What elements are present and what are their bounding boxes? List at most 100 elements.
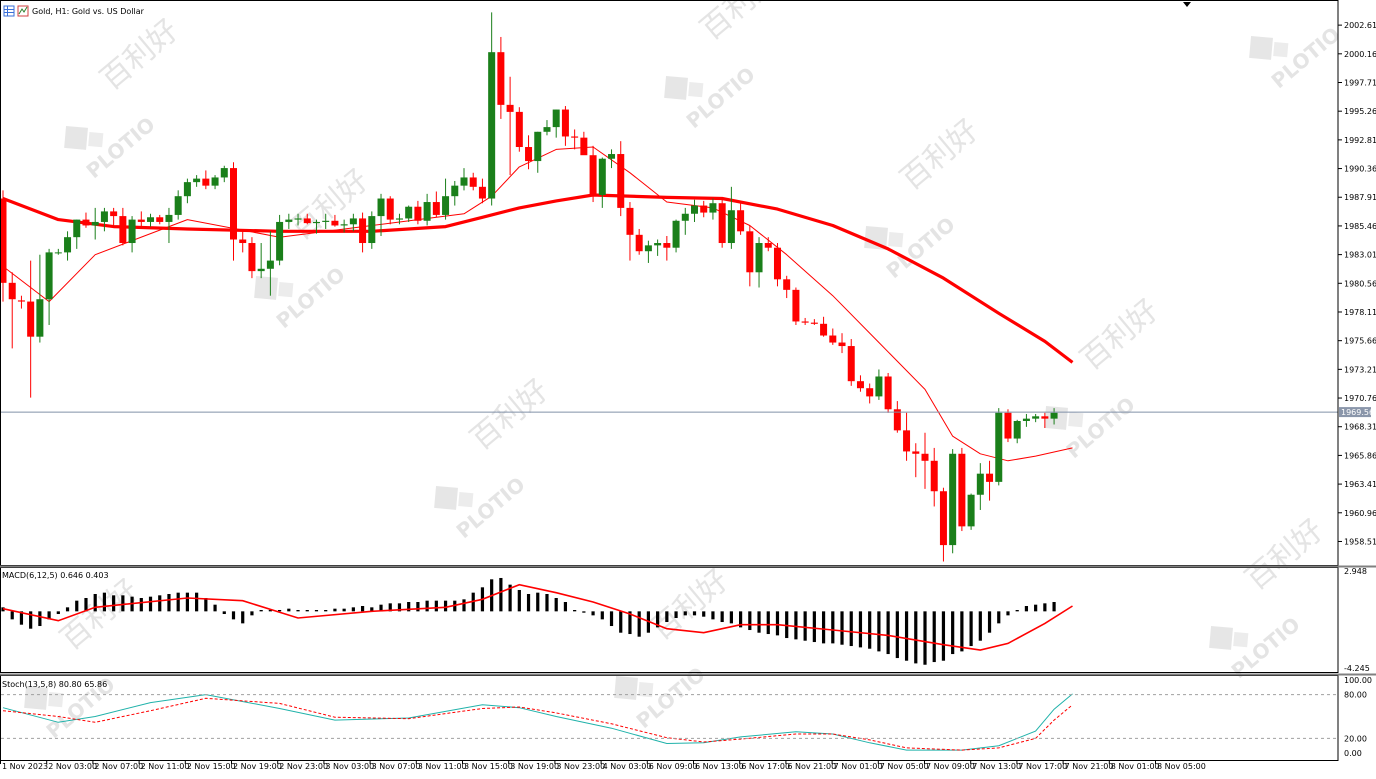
- price-tick-label: 1980.56: [1344, 279, 1376, 288]
- candle: [129, 216, 136, 252]
- watermark-cn: 百利好: [464, 373, 555, 458]
- time-tick-label: 7 Nov 05:00: [880, 762, 929, 771]
- macd-bar: [204, 598, 207, 611]
- macd-bar: [896, 611, 899, 658]
- candle: [248, 237, 255, 278]
- macd-bar: [831, 611, 834, 643]
- macd-axis-bottom: -4.245: [1344, 664, 1370, 673]
- time-tick-label: 7 Nov 01:00: [834, 762, 883, 771]
- candle: [894, 401, 901, 433]
- watermark-brand: PLOTIO: [1062, 392, 1140, 463]
- price-tick-label: 2000.16: [1344, 50, 1376, 59]
- macd-bar: [149, 597, 152, 612]
- watermark-cn: 百利好: [694, 0, 785, 47]
- macd-bar: [545, 594, 548, 611]
- candle: [101, 208, 108, 231]
- candle: [940, 488, 947, 562]
- price-tick-label: 1997.71: [1344, 78, 1376, 87]
- price-tick-label: 1965.86: [1344, 451, 1376, 460]
- time-tick-label: 1 Nov 2023: [2, 762, 48, 771]
- price-tick-label: 1995.26: [1344, 107, 1376, 116]
- candle: [829, 328, 836, 344]
- watermark-cn: 百利好: [1239, 513, 1330, 598]
- macd-bar: [684, 611, 687, 615]
- macd-bar: [232, 611, 235, 619]
- stoch-axis-label: 80.00: [1344, 691, 1367, 700]
- macd-bar: [822, 611, 825, 643]
- macd-bar: [112, 595, 115, 611]
- macd-bar: [942, 611, 945, 660]
- chart-grid-icon[interactable]: [4, 6, 14, 16]
- candle: [424, 194, 431, 226]
- macd-bar: [619, 611, 622, 632]
- candle: [949, 449, 956, 553]
- macd-bar: [361, 606, 364, 611]
- macd-bar: [582, 611, 585, 612]
- watermark-cn: 百利好: [94, 13, 185, 98]
- candle: [488, 12, 495, 205]
- macd-bar: [38, 611, 41, 626]
- candle: [9, 272, 16, 348]
- macd-bar: [186, 593, 189, 612]
- watermark-cn: 百利好: [54, 573, 145, 658]
- time-tick-label: 8 Nov 01:00: [1111, 762, 1160, 771]
- candle: [258, 243, 265, 278]
- time-tick-label: 7 Nov 17:00: [1018, 762, 1067, 771]
- time-tick-label: 7 Nov 13:00: [972, 762, 1021, 771]
- candle: [73, 220, 80, 249]
- macd-bar: [721, 611, 724, 622]
- macd-bar: [868, 611, 871, 648]
- time-tick-label: 6 Nov 09:00: [649, 762, 698, 771]
- macd-bar: [84, 598, 87, 611]
- macd-bar: [518, 590, 521, 611]
- current-price-value: 1969.56: [1341, 408, 1374, 417]
- time-tick-label: 2 Nov 23:00: [279, 762, 328, 771]
- candle: [543, 120, 550, 135]
- macd-label: MACD(6,12,5) 0.646 0.403: [2, 571, 109, 580]
- time-tick-label: 6 Nov 13:00: [695, 762, 744, 771]
- candle: [147, 214, 154, 227]
- time-tick-label: 4 Nov 03:00: [603, 762, 652, 771]
- macd-bar: [1006, 611, 1009, 615]
- candle: [903, 413, 910, 461]
- candle: [626, 202, 633, 261]
- macd-bar: [223, 611, 226, 614]
- price-tick-label: 1990.36: [1344, 165, 1376, 174]
- price-tick-label: 1963.41: [1344, 480, 1376, 489]
- candle: [110, 208, 117, 226]
- macd-bar: [887, 611, 890, 654]
- candle: [958, 448, 965, 531]
- time-tick-label: 2 Nov 07:00: [94, 762, 143, 771]
- candle: [783, 276, 790, 298]
- macd-bar: [960, 611, 963, 651]
- candle: [461, 168, 468, 190]
- macd-bar: [674, 611, 677, 618]
- candle: [175, 190, 182, 219]
- macd-bar: [177, 593, 180, 612]
- candle: [663, 236, 670, 261]
- macd-bar: [813, 611, 816, 642]
- macd-bar: [260, 610, 263, 611]
- candle: [986, 461, 993, 501]
- shift-marker-icon[interactable]: [1183, 2, 1191, 7]
- macd-bar: [979, 611, 982, 640]
- candle: [230, 162, 237, 260]
- price-tick-label: 1975.66: [1344, 337, 1376, 346]
- candle: [857, 375, 864, 391]
- candle: [765, 237, 772, 251]
- macd-bar: [140, 598, 143, 611]
- candle: [470, 173, 477, 191]
- macd-bar: [665, 611, 668, 622]
- macd-bar: [776, 611, 779, 635]
- candle: [682, 208, 689, 235]
- price-tick-label: 1985.46: [1344, 222, 1376, 231]
- macd-bar: [1052, 602, 1055, 611]
- candle: [55, 249, 62, 255]
- macd-bar: [748, 611, 751, 630]
